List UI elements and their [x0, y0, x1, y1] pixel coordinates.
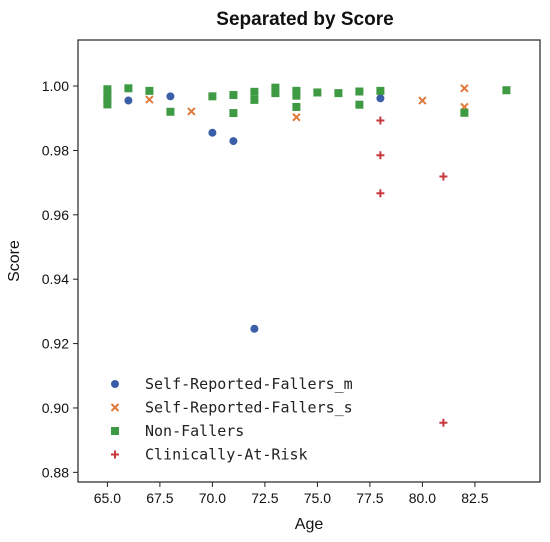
point-square — [145, 86, 154, 95]
x-tick-label: 77.5 — [356, 490, 383, 506]
y-axis: 0.88 0.90 0.92 0.94 0.96 0.98 1.00 — [42, 78, 78, 480]
x-axis-label: Age — [295, 516, 324, 533]
point-circle — [229, 137, 238, 146]
legend-label: Self-Reported-Fallers_m — [145, 375, 353, 393]
point-x — [418, 96, 427, 105]
data-points — [103, 83, 511, 427]
point-square — [292, 102, 301, 111]
legend-marker-square — [111, 427, 119, 435]
point-circle — [376, 94, 385, 103]
y-tick-label: 1.00 — [42, 78, 69, 94]
point-square — [250, 87, 259, 96]
legend-label: Clinically-At-Risk — [145, 446, 308, 464]
point-square — [250, 95, 259, 104]
point-plus — [376, 151, 385, 160]
legend-label: Non-Fallers — [145, 422, 244, 440]
y-tick-label: 0.90 — [42, 400, 69, 416]
point-square — [103, 90, 112, 99]
point-plus — [439, 418, 448, 427]
x-tick-label: 67.5 — [146, 490, 173, 506]
y-tick-label: 0.88 — [42, 464, 69, 480]
point-square — [502, 86, 511, 95]
point-square — [292, 91, 301, 100]
point-circle — [250, 324, 259, 333]
point-square — [460, 108, 469, 117]
legend-marker-plus — [111, 450, 119, 459]
legend: Self-Reported-Fallers_m Self-Reported-Fal… — [110, 375, 353, 464]
point-square — [292, 86, 301, 95]
point-x — [460, 84, 469, 93]
x-tick-label: 72.5 — [251, 490, 278, 506]
point-square — [166, 107, 175, 116]
point-square — [355, 87, 364, 96]
point-square — [229, 91, 238, 100]
point-circle — [208, 128, 217, 137]
x-tick-label: 80.0 — [409, 490, 436, 506]
x-tick-label: 70.0 — [199, 490, 226, 506]
point-square — [229, 109, 238, 118]
x-axis: 65.0 67.5 70.0 72.5 75.0 77.5 80.0 82.5 — [94, 482, 489, 506]
point-square — [334, 89, 343, 98]
point-square — [376, 86, 385, 95]
point-plus — [376, 116, 385, 125]
chart-title: Separated by Score — [216, 9, 393, 30]
point-x — [187, 107, 196, 116]
point-square — [103, 95, 112, 104]
legend-marker-x — [110, 403, 120, 412]
point-square — [355, 100, 364, 109]
point-x — [292, 113, 301, 122]
point-square — [271, 89, 280, 98]
y-tick-label: 0.92 — [42, 336, 69, 352]
x-tick-label: 75.0 — [304, 490, 331, 506]
point-circle — [124, 96, 133, 105]
y-tick-label: 0.98 — [42, 142, 69, 158]
y-tick-label: 0.94 — [42, 271, 69, 287]
x-tick-label: 65.0 — [94, 490, 121, 506]
point-square — [208, 92, 217, 101]
point-plus — [376, 189, 385, 198]
x-tick-label: 82.5 — [461, 490, 488, 506]
point-square — [103, 85, 112, 94]
legend-marker-circle — [111, 380, 119, 388]
point-square — [271, 83, 280, 92]
legend-label: Self-Reported-Fallers_s — [145, 399, 353, 417]
point-circle — [166, 92, 175, 101]
point-square — [103, 100, 112, 109]
point-plus — [439, 172, 448, 181]
point-x — [145, 95, 154, 104]
y-axis-label: Score — [6, 240, 23, 282]
point-square — [124, 84, 133, 93]
point-square — [313, 88, 322, 97]
y-tick-label: 0.96 — [42, 207, 69, 223]
